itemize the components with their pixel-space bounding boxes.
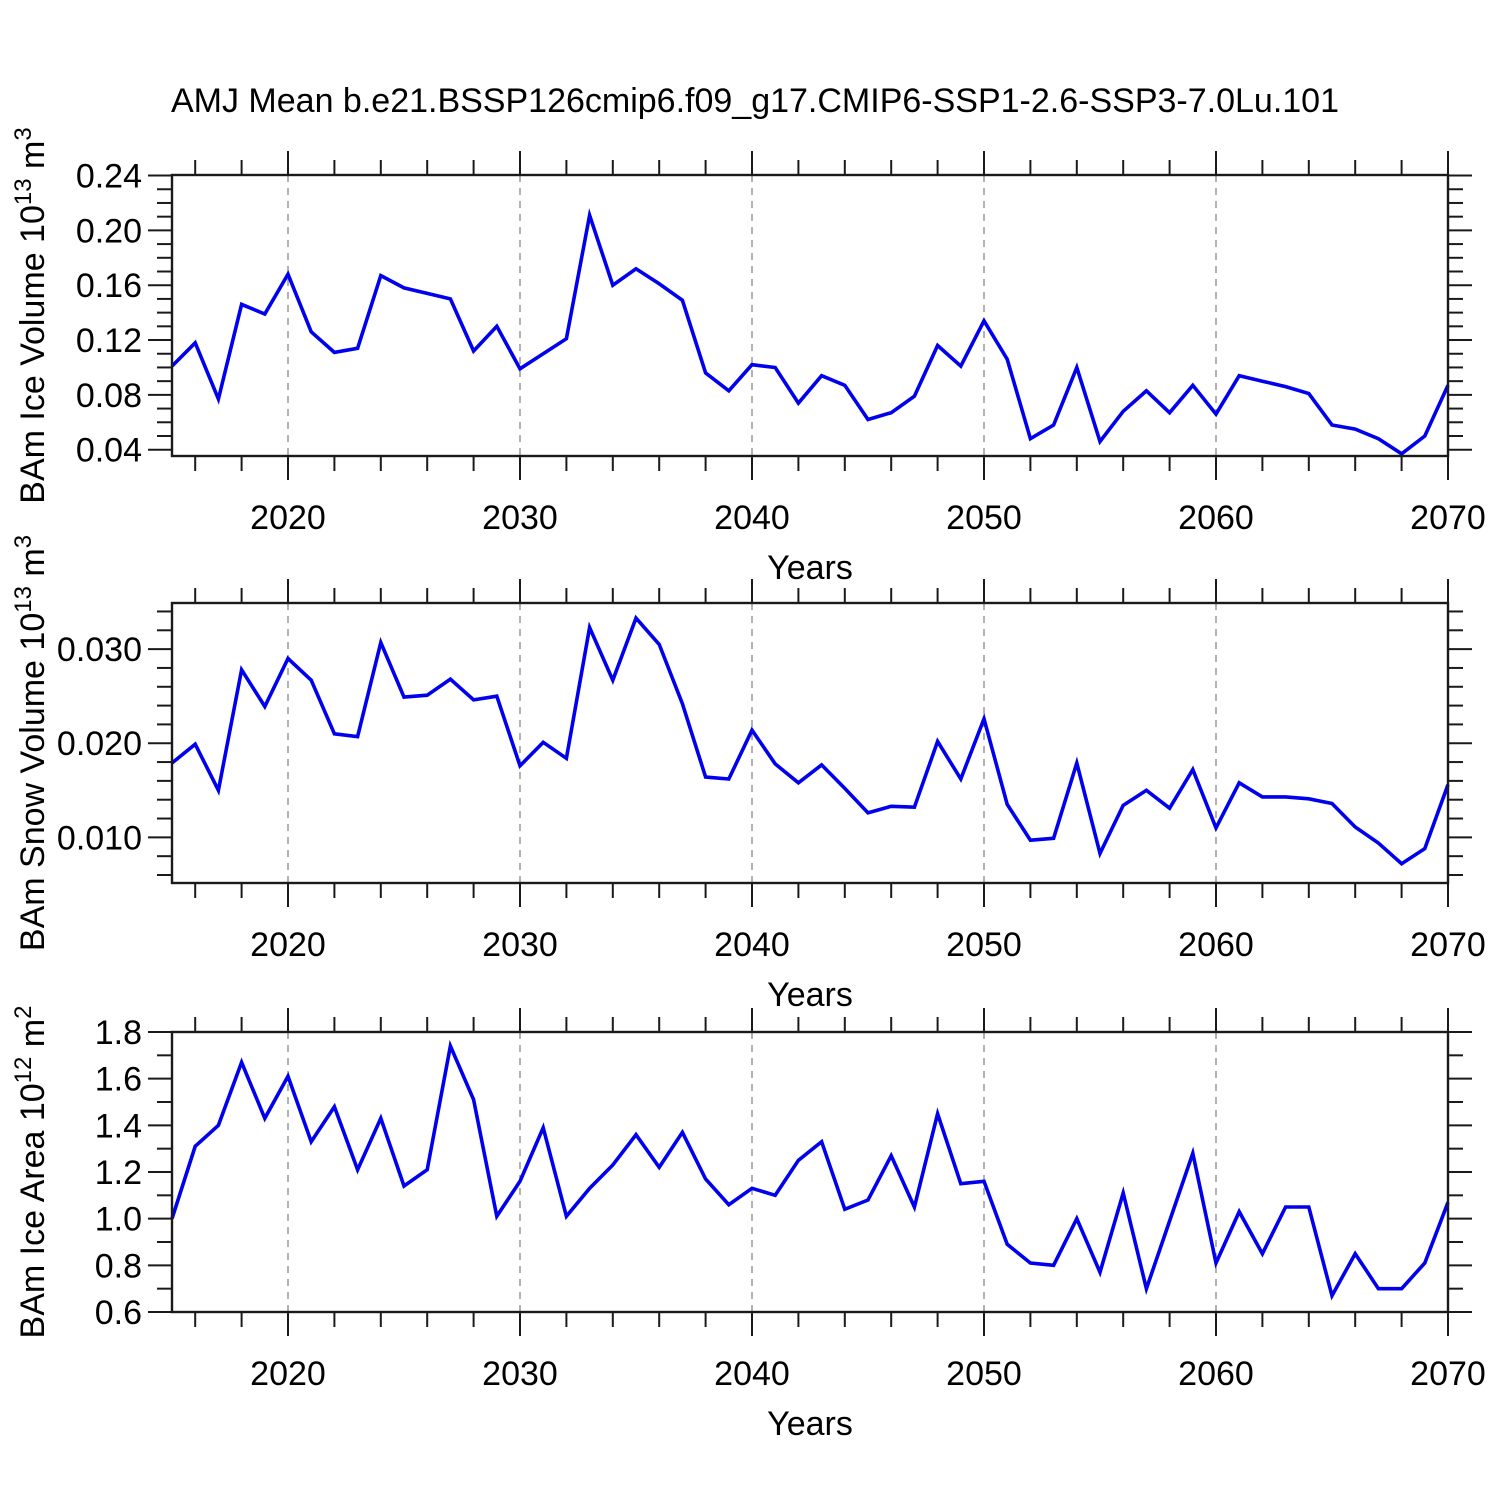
- panel-bam-ice-volume-ytick-label: 0.16: [76, 267, 142, 305]
- chart-title: AMJ Mean b.e21.BSSP126cmip6.f09_g17.CMIP…: [171, 82, 1339, 120]
- panel-bam-ice-area-xtick-label: 2070: [1410, 1355, 1486, 1393]
- panel-bam-snow-volume-ytick-label: 0.030: [57, 631, 142, 669]
- panel-bam-snow-volume-ytick-label: 0.010: [57, 819, 142, 857]
- panel-bam-snow-volume-frame: [170, 601, 1450, 885]
- panel-bam-ice-volume-frame: [170, 173, 1450, 458]
- panel-bam-ice-volume-ytick-label: 0.12: [76, 322, 142, 360]
- panel-bam-ice-area-yaxis-title: BAm Ice Area 1012 m2: [10, 1006, 52, 1339]
- panel-bam-ice-area-xtick-label: 2020: [250, 1355, 326, 1393]
- panel-bam-snow-volume-yaxis-title: BAm Snow Volume 1013 m3: [10, 535, 52, 951]
- panel-bam-ice-area-ytick-label: 1.2: [95, 1154, 142, 1192]
- panel-bam-ice-volume-ytick-label: 0.04: [76, 432, 142, 470]
- panel-bam-snow-volume-xtick-label: 2060: [1178, 926, 1254, 964]
- panel-bam-ice-area-ytick-label: 1.4: [95, 1107, 142, 1145]
- panel-bam-snow-volume-xtick-label: 2030: [482, 926, 558, 964]
- panel-bam-ice-volume-ytick-label: 0.20: [76, 212, 142, 250]
- panel-bam-ice-volume-xtick-label: 2040: [714, 499, 790, 537]
- panel-bam-ice-volume-series-line: [170, 208, 1450, 457]
- panel-bam-ice-area-xtick-label: 2030: [482, 1355, 558, 1393]
- panel-bam-ice-area-series-line: [170, 1039, 1450, 1301]
- panel-bam-snow-volume-xtick-label: 2050: [946, 926, 1022, 964]
- panel-bam-ice-area-ytick-label: 0.8: [95, 1247, 142, 1285]
- panel-bam-ice-area-frame: [170, 1030, 1450, 1314]
- chart-root: 0.04 0.08 0.12 0.16 0.20 0.24 2020 2030 2040 2050…: [10, 127, 1486, 1443]
- panel-bam-ice-area-ytick-label: 1.0: [95, 1201, 142, 1239]
- panel-bam-ice-area-ytick-label: 1.8: [95, 1014, 142, 1052]
- panel-bam-ice-area-xaxis-title: Years: [767, 1405, 853, 1443]
- panel-bam-ice-volume-xtick-label: 2020: [250, 499, 326, 537]
- panel-bam-ice-area-xtick-label: 2040: [714, 1355, 790, 1393]
- panel-bam-ice-volume-xtick-label: 2030: [482, 499, 558, 537]
- panel-bam-snow-volume-xtick-label: 2070: [1410, 926, 1486, 964]
- panel-bam-snow-volume-xaxis-title: Years: [767, 976, 853, 1014]
- panel-bam-ice-area-ytick-label: 1.6: [95, 1061, 142, 1099]
- panel-bam-ice-volume-xtick-label: 2060: [1178, 499, 1254, 537]
- panel-bam-snow-volume-xtick-label: 2040: [714, 926, 790, 964]
- panel-bam-snow-volume-series-line: [170, 614, 1450, 866]
- panel-bam-ice-volume-ytick-label: 0.24: [76, 158, 142, 196]
- panel-bam-ice-area-xtick-label: 2050: [946, 1355, 1022, 1393]
- panel-bam-ice-volume-xtick-label: 2070: [1410, 499, 1486, 537]
- panel-bam-ice-volume-xaxis-title: Years: [767, 549, 853, 587]
- panel-bam-snow-volume-ytick-label: 0.020: [57, 725, 142, 763]
- panel-bam-ice-area-xtick-label: 2060: [1178, 1355, 1254, 1393]
- panel-bam-snow-volume-xtick-label: 2020: [250, 926, 326, 964]
- panel-bam-ice-volume-yaxis-title: BAm Ice Volume 1013 m3: [10, 127, 52, 503]
- panel-bam-ice-volume-xtick-label: 2050: [946, 499, 1022, 537]
- panel-bam-ice-area-ytick-label: 0.6: [95, 1294, 142, 1332]
- panel-bam-ice-volume-ytick-label: 0.08: [76, 377, 142, 415]
